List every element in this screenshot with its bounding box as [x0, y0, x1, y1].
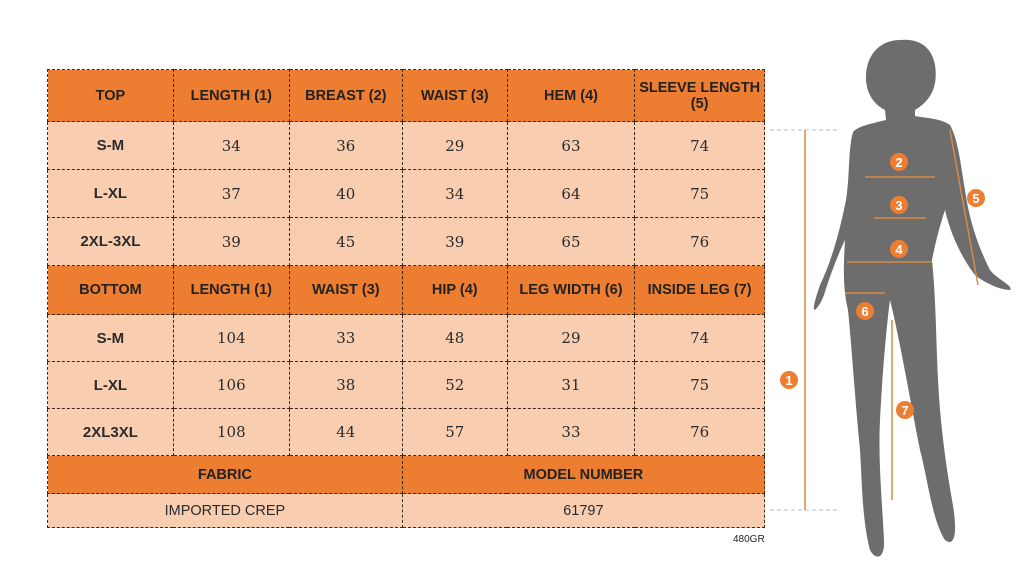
- svg-text:2: 2: [895, 155, 902, 170]
- table-row: 2XL3XL 108 44 57 33 76: [47, 408, 765, 456]
- table-cell: 75: [634, 361, 765, 409]
- table-cell: WAIST (3): [401, 69, 508, 122]
- svg-text:6: 6: [861, 304, 868, 319]
- svg-text:5: 5: [972, 191, 979, 206]
- table-cell: 61797: [401, 493, 766, 528]
- table-cell: 63: [506, 121, 636, 170]
- svg-text:4: 4: [895, 242, 903, 257]
- table-row: L-XL 37 40 34 64 75: [47, 169, 765, 218]
- table-cell: FABRIC: [47, 455, 403, 494]
- table-cell: 74: [634, 314, 765, 362]
- marker-6: 6: [856, 302, 874, 320]
- table-cell: BOTTOM: [47, 265, 174, 315]
- table-cell: LENGTH (1): [172, 265, 290, 315]
- table-cell: L-XL: [47, 361, 174, 409]
- table-cell: 52: [401, 361, 508, 409]
- table-cell: HEM (4): [506, 69, 636, 122]
- table-cell: S-M: [47, 314, 174, 362]
- table-cell: 34: [172, 121, 290, 170]
- table-cell: 37: [172, 169, 290, 218]
- marker-7: 7: [896, 401, 914, 419]
- bottom-header-row: BOTTOM LENGTH (1) WAIST (3) HIP (4) LEG WIDT…: [47, 265, 765, 315]
- table-cell: LEG WIDTH (6): [506, 265, 636, 315]
- table-cell: 36: [288, 121, 403, 170]
- table-cell: 45: [288, 217, 403, 266]
- fabric-value-row: IMPORTED CREP 61797: [47, 493, 766, 528]
- size-chart-table: TOP LENGTH (1) BREAST (2) WAIST (3) HEM (4) S…: [47, 69, 766, 528]
- table-cell: 108: [172, 408, 290, 456]
- marker-5: 5: [967, 189, 985, 207]
- table-cell: 29: [506, 314, 636, 362]
- svg-text:7: 7: [901, 403, 908, 418]
- body-measurement-figure: 1 2 3 4 5 6 7: [770, 39, 1011, 557]
- table-cell: 34: [401, 169, 508, 218]
- table-cell: 64: [506, 169, 636, 218]
- table-cell: 75: [634, 169, 765, 218]
- table-cell: 74: [634, 121, 765, 170]
- table-row: 2XL-3XL 39 45 39 65 76: [47, 217, 765, 266]
- table-cell: INSIDE LEG (7): [634, 265, 765, 315]
- fabric-header-row: FABRIC MODEL NUMBER: [47, 455, 766, 494]
- table-cell: 2XL-3XL: [47, 217, 174, 266]
- svg-text:1: 1: [785, 373, 792, 388]
- table-cell: SLEEVE LENGTH (5): [634, 69, 765, 122]
- table-cell: 33: [288, 314, 403, 362]
- table-cell: 48: [401, 314, 508, 362]
- table-cell: 76: [634, 217, 765, 266]
- table-cell: 38: [288, 361, 403, 409]
- table-cell: 2XL3XL: [47, 408, 174, 456]
- table-cell: LENGTH (1): [172, 69, 290, 122]
- table-cell: IMPORTED CREP: [47, 493, 403, 528]
- table-cell: 31: [506, 361, 636, 409]
- silhouette: [813, 39, 1011, 557]
- table-cell: 40: [288, 169, 403, 218]
- table-cell: HIP (4): [401, 265, 508, 315]
- top-header-row: TOP LENGTH (1) BREAST (2) WAIST (3) HEM (4) S…: [47, 69, 765, 122]
- table-row: S-M 104 33 48 29 74: [47, 314, 765, 362]
- marker-4: 4: [890, 240, 908, 258]
- table-cell: L-XL: [47, 169, 174, 218]
- measurement-markers: 1 2 3 4 5 6 7: [780, 153, 985, 419]
- product-code: 480GR: [733, 534, 765, 545]
- marker-2: 2: [890, 153, 908, 171]
- table-cell: BREAST (2): [288, 69, 403, 122]
- table-cell: 29: [401, 121, 508, 170]
- table-cell: 65: [506, 217, 636, 266]
- table-cell: 76: [634, 408, 765, 456]
- table-cell: 104: [172, 314, 290, 362]
- table-cell: 44: [288, 408, 403, 456]
- table-cell: 39: [401, 217, 508, 266]
- marker-1: 1: [780, 371, 798, 389]
- marker-3: 3: [890, 196, 908, 214]
- table-row: S-M 34 36 29 63 74: [47, 121, 765, 170]
- table-cell: 39: [172, 217, 290, 266]
- table-row: L-XL 106 38 52 31 75: [47, 361, 765, 409]
- table-cell: 57: [401, 408, 508, 456]
- table-cell: 106: [172, 361, 290, 409]
- svg-text:3: 3: [895, 198, 902, 213]
- table-cell: S-M: [47, 121, 174, 170]
- table-cell: MODEL NUMBER: [401, 455, 766, 494]
- table-cell: 33: [506, 408, 636, 456]
- table-cell: WAIST (3): [288, 265, 403, 315]
- table-cell: TOP: [47, 69, 174, 122]
